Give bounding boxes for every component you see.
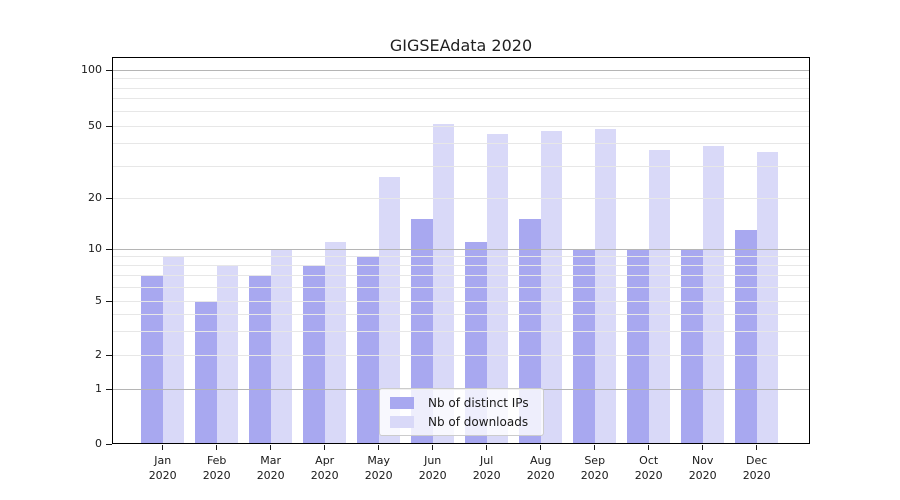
bar-downloads-oct — [648, 149, 671, 444]
bar-downloads-jun — [432, 124, 455, 444]
x-tick-label-nov: Nov 2020 — [688, 454, 717, 482]
x-tick-mar — [270, 445, 272, 450]
y-gridline-minor-7 — [112, 275, 810, 277]
y-gridline-minor-5 — [112, 300, 810, 302]
y-gridline-major-10 — [112, 248, 810, 250]
x-tick-jul — [486, 445, 488, 450]
x-tick-label-jan: Jan 2020 — [148, 454, 177, 482]
x-tick-apr — [324, 445, 326, 450]
y-tick-50 — [106, 125, 112, 127]
legend-label-downloads: Nb of downloads — [428, 414, 529, 429]
x-tick-label-oct: Oct 2020 — [634, 454, 663, 482]
x-tick-label-jun: Jun 2020 — [418, 454, 447, 482]
x-tick-label-feb: Feb 2020 — [202, 454, 231, 482]
y-gridline-minor-80 — [112, 87, 810, 89]
y-gridline-minor-6 — [112, 286, 810, 288]
bar-distinct-ips-mar — [249, 275, 271, 444]
y-tick-5 — [106, 300, 112, 302]
x-tick-label-may: May 2020 — [364, 454, 393, 482]
y-gridline-minor-9 — [112, 256, 810, 258]
bar-downloads-nov — [702, 145, 725, 444]
y-gridline-minor-60 — [112, 110, 810, 112]
bar-downloads-apr — [324, 241, 347, 444]
y-gridline-minor-2 — [112, 354, 810, 356]
y-tick-label-10: 10 — [88, 242, 102, 255]
y-tick-label-2: 2 — [95, 348, 102, 361]
bar-downloads-may — [378, 177, 401, 444]
x-tick-nov — [702, 445, 704, 450]
y-gridline-minor-20 — [112, 197, 810, 199]
legend-entry-distinct-ips: Nb of distinct IPs — [380, 395, 543, 411]
bar-distinct-ips-dec — [735, 229, 757, 444]
y-tick-100 — [106, 69, 112, 71]
y-gridline-minor-4 — [112, 313, 810, 315]
x-tick-feb — [216, 445, 218, 450]
x-tick-jun — [432, 445, 434, 450]
y-tick-label-0: 0 — [95, 437, 102, 450]
y-tick-label-50: 50 — [88, 119, 102, 132]
y-gridline-minor-70 — [112, 98, 810, 100]
chart-title: GIGSEAdata 2020 — [389, 36, 533, 55]
bar-distinct-ips-feb — [195, 301, 217, 444]
bar-downloads-jan — [162, 256, 185, 444]
x-tick-oct — [648, 445, 650, 450]
y-tick-label-100: 100 — [81, 63, 102, 76]
x-tick-dec — [756, 445, 758, 450]
bar-downloads-mar — [270, 249, 293, 444]
legend-label-distinct-ips: Nb of distinct IPs — [428, 395, 529, 410]
y-gridline-minor-40 — [112, 143, 810, 145]
legend-entry-downloads: Nb of downloads — [380, 414, 543, 430]
x-tick-label-dec: Dec 2020 — [742, 454, 771, 482]
x-tick-label-sep: Sep 2020 — [580, 454, 609, 482]
x-tick-jan — [162, 445, 164, 450]
y-tick-label-5: 5 — [95, 294, 102, 307]
y-gridline-minor-50 — [112, 125, 810, 127]
y-gridline-minor-30 — [112, 165, 810, 167]
bar-downloads-jul — [486, 134, 509, 444]
legend-swatch-distinct-ips — [390, 396, 414, 409]
bar-distinct-ips-may — [357, 256, 379, 444]
x-tick-may — [378, 445, 380, 450]
bar-downloads-sep — [594, 129, 617, 444]
y-tick-label-1: 1 — [95, 382, 102, 395]
y-tick-1 — [106, 388, 112, 390]
y-tick-10 — [106, 248, 112, 250]
x-tick-label-aug: Aug 2020 — [526, 454, 555, 482]
bar-distinct-ips-jan — [141, 275, 163, 444]
legend-swatch-downloads — [390, 415, 414, 428]
x-tick-label-jul: Jul 2020 — [472, 454, 501, 482]
y-gridline-minor-8 — [112, 265, 810, 267]
x-tick-label-mar: Mar 2020 — [256, 454, 285, 482]
y-tick-20 — [106, 197, 112, 199]
legend: Nb of distinct IPs Nb of downloads — [379, 388, 544, 436]
x-tick-sep — [594, 445, 596, 450]
bar-distinct-ips-oct — [627, 249, 649, 444]
bar-distinct-ips-nov — [681, 249, 703, 444]
y-tick-2 — [106, 354, 112, 356]
x-tick-label-apr: Apr 2020 — [310, 454, 339, 482]
bar-distinct-ips-sep — [573, 249, 595, 444]
y-gridline-minor-90 — [112, 78, 810, 79]
y-tick-0 — [106, 443, 112, 445]
x-tick-aug — [540, 445, 542, 450]
y-tick-label-20: 20 — [88, 191, 102, 204]
bar-downloads-dec — [756, 151, 779, 444]
y-gridline-major-100 — [112, 69, 810, 71]
y-gridline-minor-3 — [112, 330, 810, 332]
